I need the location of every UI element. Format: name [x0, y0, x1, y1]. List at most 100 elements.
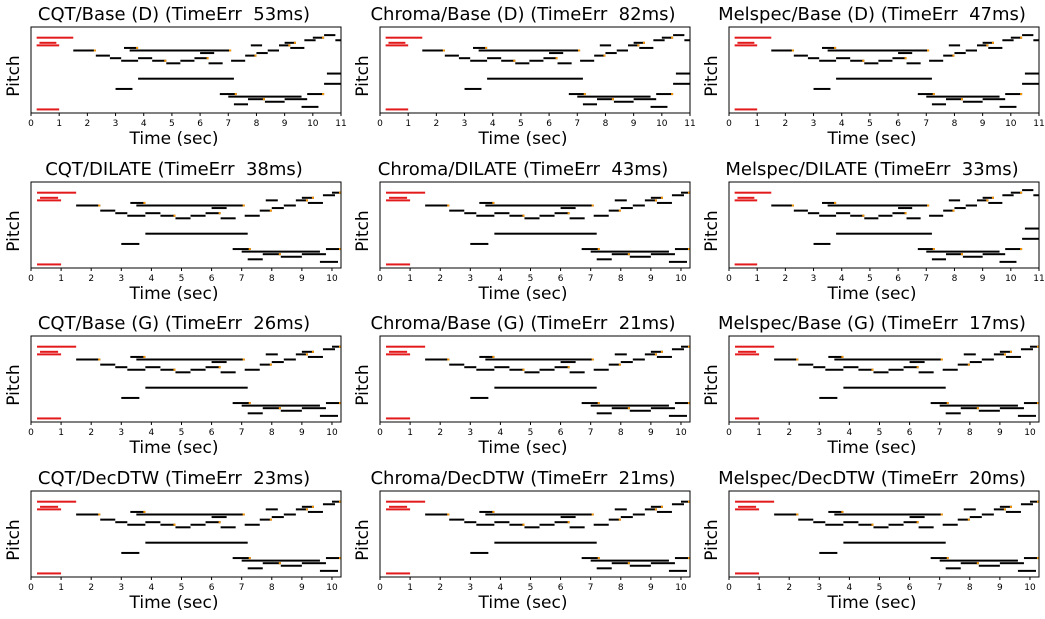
note-bar: [385, 108, 409, 111]
note-bar: [593, 523, 609, 526]
note-error-mark: [447, 204, 450, 207]
note-bar: [464, 366, 477, 369]
note-error-mark: [916, 521, 919, 524]
note-bar: [205, 212, 221, 215]
note-bar: [232, 557, 251, 560]
note-bar: [127, 523, 146, 526]
note-bar: [307, 93, 325, 96]
note-bar: [828, 510, 844, 513]
note-error-mark: [688, 557, 690, 560]
x-tick-label: 8: [269, 583, 275, 593]
note-bar: [1005, 510, 1021, 513]
note-bar: [836, 77, 932, 80]
note-bar: [494, 541, 597, 544]
note-bar: [675, 72, 690, 75]
note-error-mark: [248, 402, 251, 405]
note-bar: [259, 518, 272, 521]
note-bar: [858, 368, 874, 371]
note-bar: [301, 562, 326, 565]
note-bar: [389, 350, 408, 353]
x-tick-label: 1: [405, 119, 411, 129]
note-bar: [878, 59, 893, 62]
note-error-mark: [322, 36, 325, 39]
x-tick-label: 4: [839, 274, 845, 284]
x-tick-label: 9: [299, 583, 305, 593]
x-tick-label: 10: [1005, 119, 1017, 129]
note-error-mark: [932, 93, 935, 96]
x-tick-label: 5: [877, 428, 883, 438]
x-tick-label: 1: [58, 428, 64, 438]
x-tick-label: 3: [118, 583, 124, 593]
note-bar: [219, 93, 237, 96]
note-bar: [295, 199, 308, 202]
x-tick-label: 10: [675, 583, 687, 593]
note-bar: [671, 503, 684, 506]
note-bar: [324, 34, 336, 37]
note-bar: [386, 191, 426, 194]
note-error-mark: [442, 49, 445, 52]
note-bar: [813, 87, 831, 90]
note-error-mark: [597, 402, 600, 405]
x-tick-label: 0: [377, 428, 383, 438]
note-bar: [549, 52, 564, 55]
note-bar: [479, 510, 495, 513]
note-bar: [245, 54, 257, 57]
note-error-mark: [339, 557, 341, 560]
note-bar: [577, 95, 651, 98]
note-bar: [999, 505, 1012, 508]
note-bar: [734, 263, 758, 266]
note-bar: [982, 98, 1006, 101]
note-bar: [999, 105, 1017, 108]
note-bar: [798, 363, 814, 366]
x-tick-label: 3: [467, 428, 473, 438]
note-bar: [906, 62, 921, 65]
note-error-mark: [627, 562, 630, 565]
x-tick-label: 4: [847, 583, 853, 593]
x-tick-label: 11: [1033, 119, 1044, 129]
note-bar: [836, 212, 851, 215]
x-axis-label: Time (sec): [827, 438, 917, 458]
note-error-mark: [339, 402, 341, 405]
note-error-mark: [269, 518, 272, 521]
note-bar: [1022, 189, 1034, 192]
note-bar: [180, 59, 195, 62]
note-bar: [145, 212, 161, 215]
x-tick-label: 0: [28, 274, 34, 284]
note-bar: [813, 366, 826, 369]
note-bar: [470, 396, 489, 399]
x-tick-label: 6: [209, 428, 215, 438]
x-tick-label: 9: [631, 119, 637, 129]
note-error-mark: [791, 204, 794, 207]
axes-frame: [379, 181, 691, 269]
note-bar: [981, 358, 994, 361]
note-error-mark: [218, 212, 221, 215]
note-bar: [633, 41, 645, 44]
note-bar: [611, 407, 630, 410]
note-error-mark: [311, 350, 314, 353]
note-bar: [611, 562, 630, 565]
note-bar: [422, 49, 445, 52]
x-tick-label: 7: [239, 583, 245, 593]
note-bar: [386, 345, 426, 348]
note-error-mark: [311, 505, 314, 508]
note-bar: [668, 414, 687, 417]
note-bar: [977, 44, 989, 47]
piano-roll-plot: 0 1 2 3 4 5 6 7 8 9 10 11: [726, 26, 1045, 129]
note-bar: [945, 412, 961, 415]
chart-title: Melspec/Base (G) (TimeErr 17ms): [718, 313, 1026, 334]
note-error-mark: [976, 407, 979, 410]
note-bar: [307, 355, 323, 358]
note-bar: [629, 564, 651, 567]
note-bar: [301, 196, 314, 199]
note-bar: [593, 214, 609, 217]
note-bar: [476, 368, 495, 371]
x-tick-label: 7: [588, 428, 594, 438]
note-error-mark: [578, 49, 581, 52]
note-error-mark: [1003, 353, 1006, 356]
note-bar: [130, 510, 146, 513]
x-tick-label: 2: [782, 274, 788, 284]
x-tick-label: 7: [239, 428, 245, 438]
note-bar: [190, 523, 206, 526]
note-error-mark: [642, 41, 645, 44]
note-bar: [121, 242, 140, 245]
